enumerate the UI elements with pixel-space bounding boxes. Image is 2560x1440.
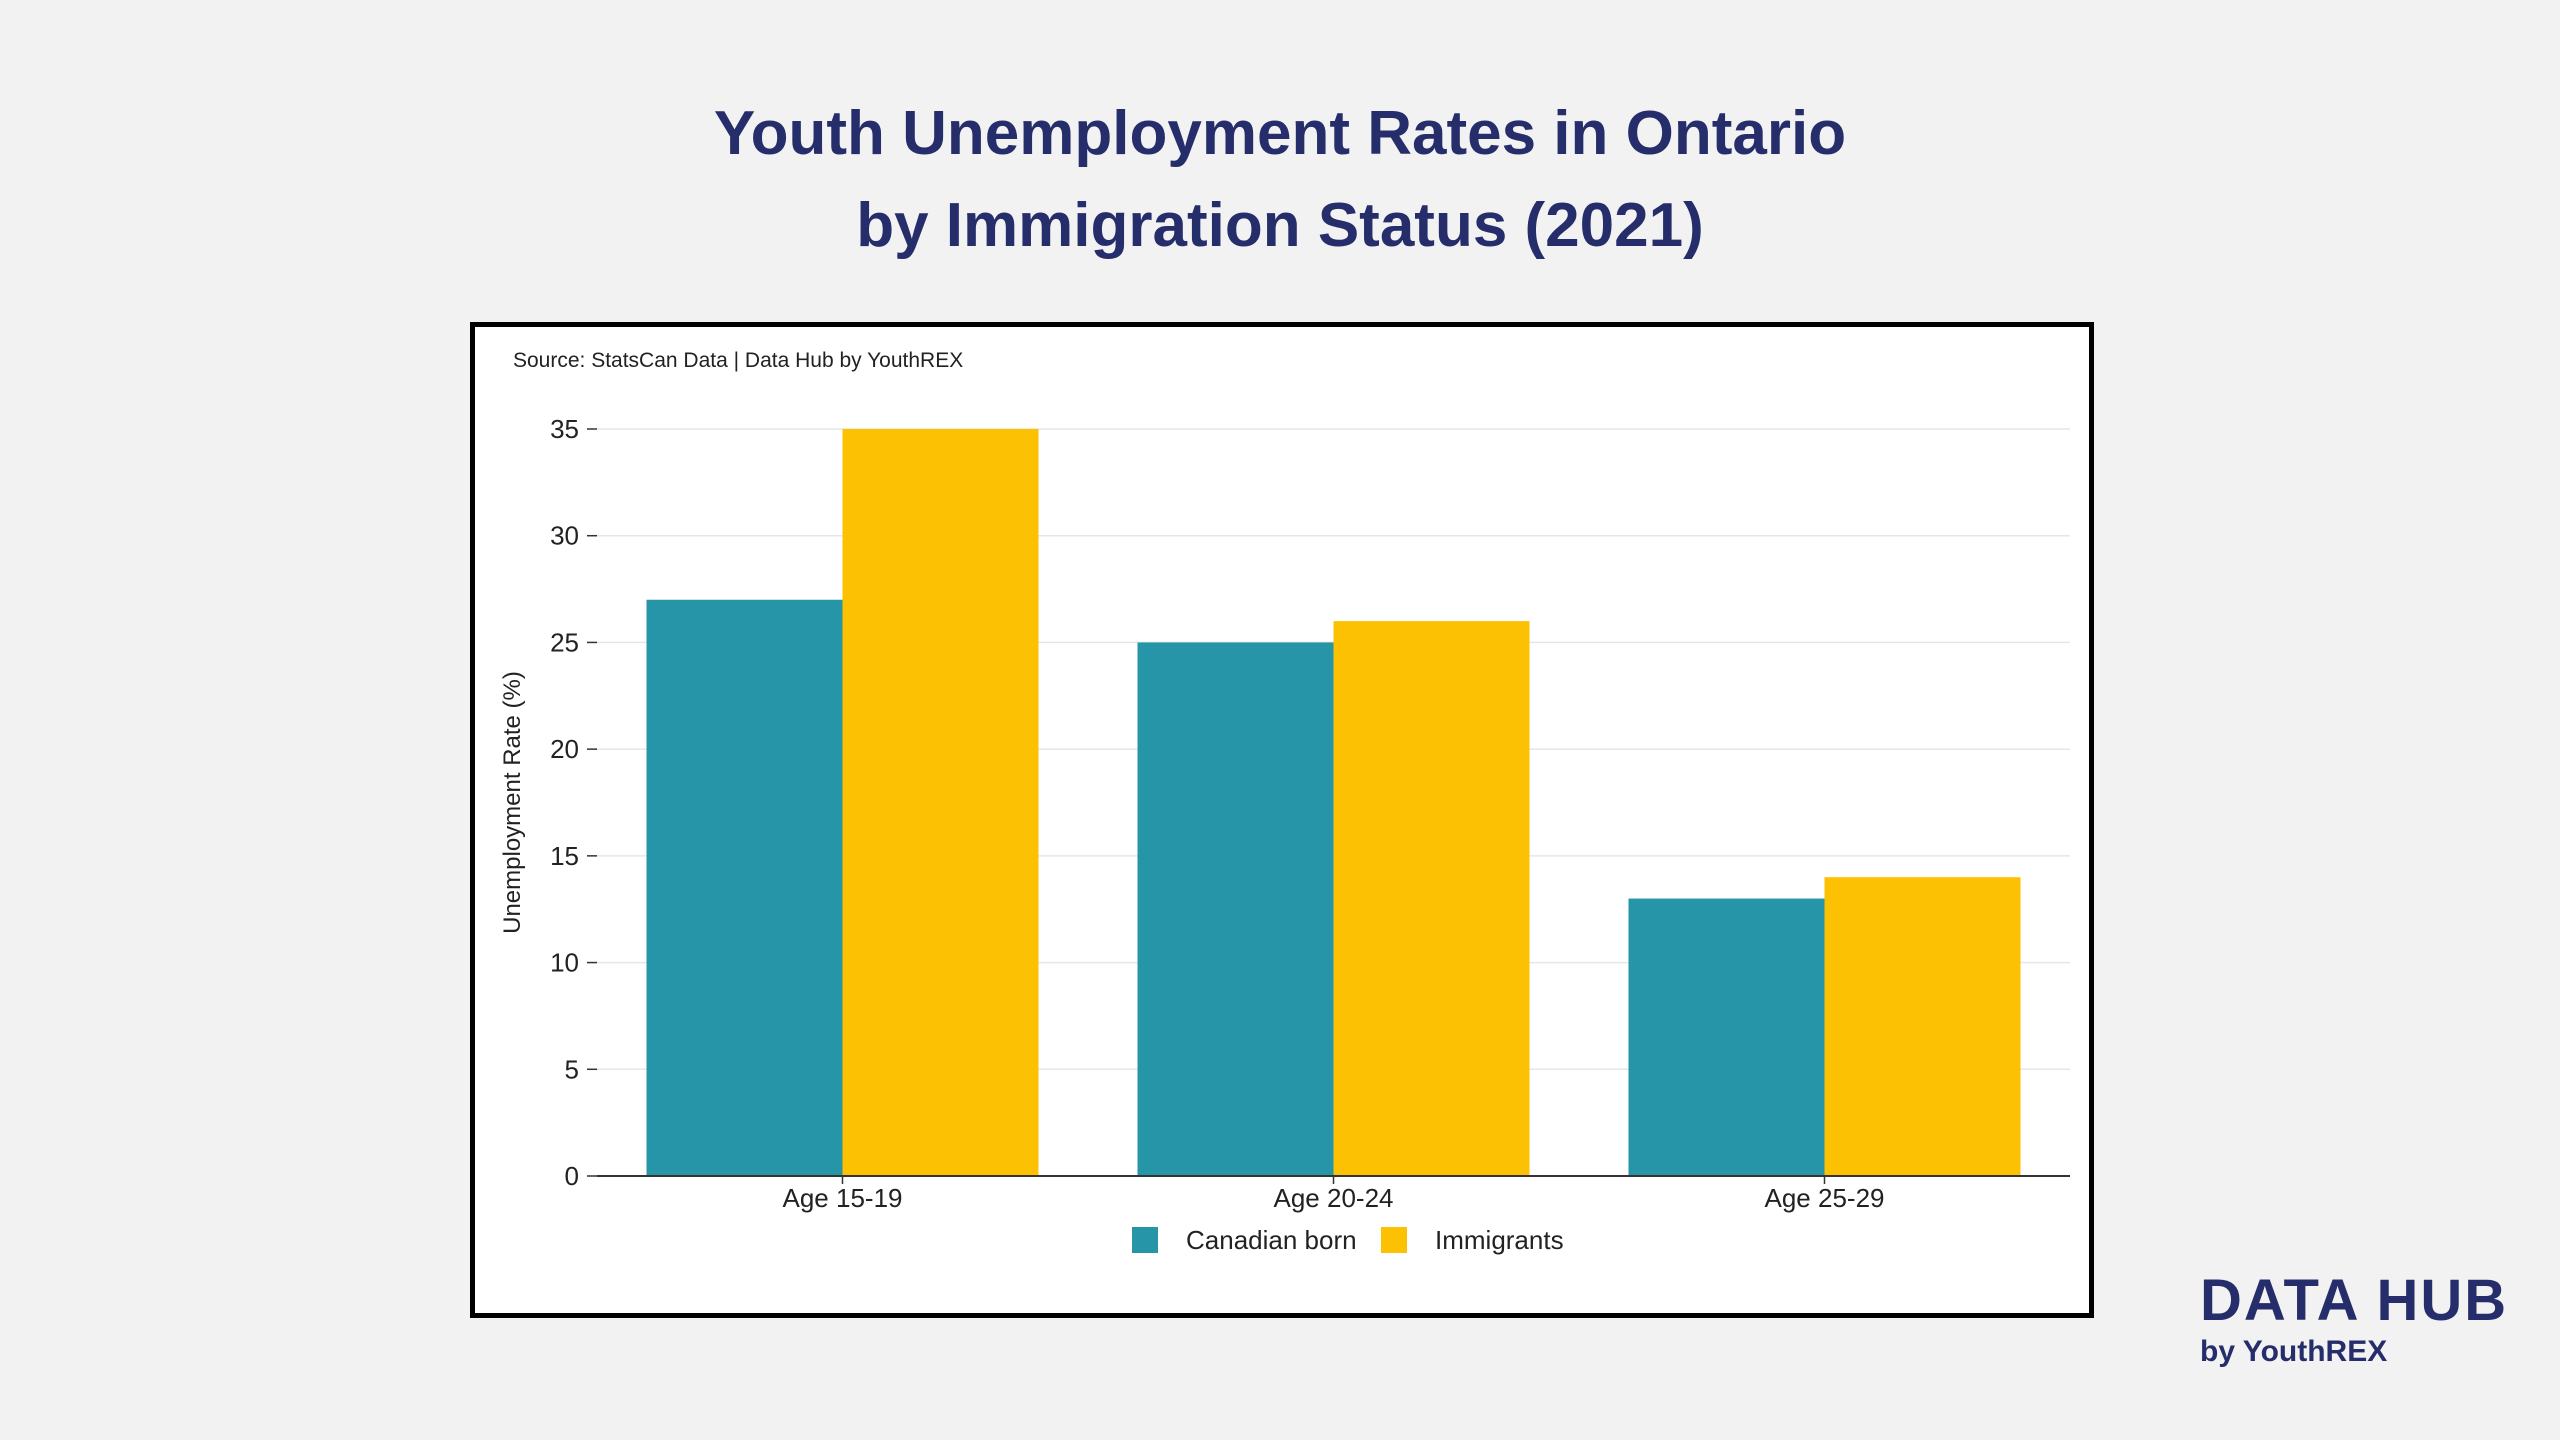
y-tick-label: 10 [550,948,579,978]
legend-swatch [1132,1227,1158,1253]
bar-immigrants [1824,877,2021,1176]
bar-immigrants [842,429,1039,1176]
x-tick-label: Age 25-29 [1765,1183,1885,1213]
y-tick-label: 25 [550,627,579,657]
bar-canadian-born [646,599,843,1176]
brand-logo: DATA HUB by YouthREX [2200,1268,2508,1370]
chart-frame: Source: StatsCan Data | Data Hub by Yout… [470,322,2094,1318]
y-tick-label: 35 [550,414,579,444]
y-tick-label: 0 [565,1161,579,1191]
chart-title-line-1: Youth Unemployment Rates in Ontario [713,99,1847,168]
x-tick-label: Age 20-24 [1274,1183,1394,1213]
bar-canadian-born [1628,898,1825,1176]
legend-label: Immigrants [1435,1225,1564,1255]
bar-immigrants [1333,621,1530,1176]
bar-canadian-born [1137,642,1334,1176]
y-tick-label: 5 [565,1054,579,1084]
chart-title-line-2: by Immigration Status (2021) [856,191,1704,260]
x-tick-label: Age 15-19 [783,1183,903,1213]
legend-swatch [1381,1227,1407,1253]
chart-title: Youth Unemployment Rates in Ontario by I… [0,88,2560,272]
brand-tagline: by YouthREX [2200,1335,2388,1368]
source-note: Source: StatsCan Data | Data Hub by Yout… [513,349,964,372]
y-axis-label: Unemployment Rate (%) [499,671,526,934]
y-tick-label: 15 [550,841,579,871]
bar-chart: 0 5 10 15 20 25 30 35 Age 15-19 Age 20-24 Age 25-2… [499,414,2070,1255]
y-tick-label: 30 [550,521,579,551]
y-tick-label: 20 [550,734,579,764]
legend-label: Canadian born [1186,1225,1357,1255]
brand-name: DATA HUB [2200,1268,2509,1333]
